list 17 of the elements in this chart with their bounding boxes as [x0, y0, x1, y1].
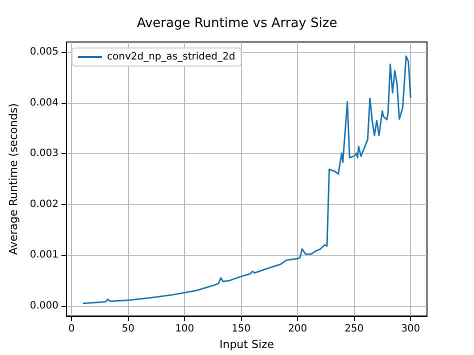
y-tick-label: 0.003 [30, 148, 59, 160]
x-tick-label: 0 [68, 324, 75, 334]
y-tick-label: 0.005 [30, 46, 59, 58]
x-tick-label: 150 [232, 324, 251, 334]
legend-label: conv2d_np_as_strided_2d [107, 52, 236, 62]
y-tick-label: 0.004 [30, 97, 59, 108]
y-tick-label: 0.002 [30, 198, 59, 210]
chart-title: Average Runtime vs Array Size [136, 16, 338, 31]
x-tick-label: 50 [122, 324, 134, 334]
y-axis-title: Average Runtime (seconds) [7, 103, 20, 255]
x-tick-label: 250 [344, 324, 364, 334]
y-tick-label: 0.000 [30, 300, 59, 312]
x-tick-label: 100 [175, 324, 194, 334]
x-tick-label: 200 [288, 324, 308, 334]
x-tick-label: 300 [401, 324, 420, 334]
y-tick-label: 0.001 [30, 250, 59, 261]
x-axis-title: Input Size [219, 338, 274, 351]
